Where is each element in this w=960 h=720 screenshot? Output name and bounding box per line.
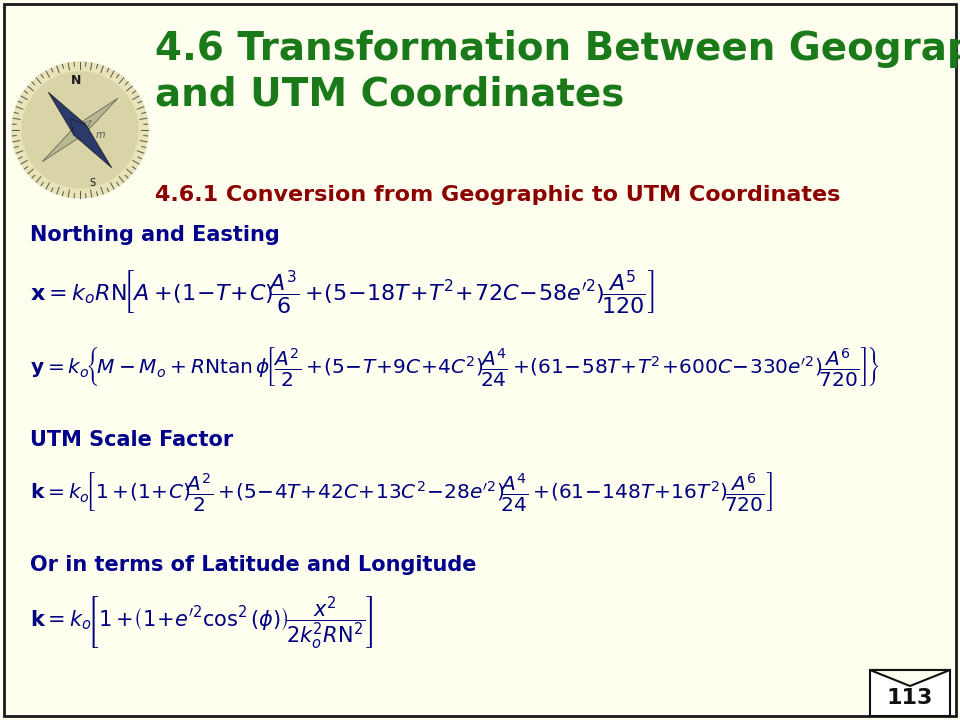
Text: Or in terms of Latitude and Longitude: Or in terms of Latitude and Longitude	[30, 555, 476, 575]
Text: N: N	[71, 74, 82, 87]
Bar	[870, 670, 950, 716]
Text: 113: 113	[887, 688, 933, 708]
Polygon shape	[48, 92, 89, 141]
Polygon shape	[70, 119, 111, 168]
Text: $\mathbf{y} = k_o\!\left\{\!M - M_o + R\mathrm{N}\tan\phi\!\left[\dfrac{A^2}{2} : $\mathbf{y} = k_o\!\left\{\!M - M_o + R\…	[30, 345, 880, 388]
Polygon shape	[870, 670, 950, 686]
Polygon shape	[69, 99, 118, 140]
Text: $\mathbf{k} = k_o\!\left[1 + \!\left(1\!+\!e^{\prime 2}\cos^2(\phi)\right)\!\dfr: $\mathbf{k} = k_o\!\left[1 + \!\left(1\!…	[30, 595, 373, 652]
Text: m: m	[95, 130, 105, 140]
Circle shape	[12, 62, 148, 198]
Text: 4.6.1 Conversion from Geographic to UTM Coordinates: 4.6.1 Conversion from Geographic to UTM …	[155, 185, 840, 205]
Polygon shape	[42, 120, 91, 162]
Text: $\mathbf{x} = k_o R\mathrm{N}\!\left[A + \!\left(1\!-\!T\!+\!C\right)\!\dfrac{A^: $\mathbf{x} = k_o R\mathrm{N}\!\left[A +…	[30, 268, 655, 315]
Text: S: S	[89, 178, 95, 188]
Text: Northing and Easting: Northing and Easting	[30, 225, 279, 245]
Text: 4.6 Transformation Between Geographic
and UTM Coordinates: 4.6 Transformation Between Geographic an…	[155, 30, 960, 114]
Circle shape	[22, 72, 138, 188]
Text: $\mathbf{k} = k_o\!\left[1 + \!\left(1\!+\!C\right)\!\dfrac{A^2}{2} + \!\left(5\: $\mathbf{k} = k_o\!\left[1 + \!\left(1\!…	[30, 470, 773, 513]
Text: UTM Scale Factor: UTM Scale Factor	[30, 430, 233, 450]
